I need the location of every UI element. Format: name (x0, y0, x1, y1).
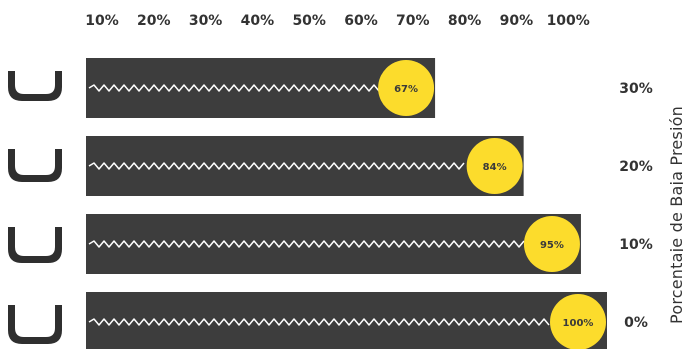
tire-icons (8, 71, 62, 344)
zigzag-line (88, 162, 465, 170)
value-marker (466, 138, 523, 194)
value-marker (550, 294, 606, 349)
tire-cross-section-icon (8, 71, 62, 101)
data-label: 84% (483, 162, 507, 173)
zigzag-line (88, 84, 380, 92)
x-tick-label: 40% (241, 13, 275, 29)
x-tick-label: 60% (344, 13, 378, 29)
tire-cross-section-icon (8, 305, 62, 344)
x-tick-label: 90% (500, 13, 534, 29)
x-tick-label: 20% (137, 13, 171, 29)
bar (86, 292, 607, 349)
x-axis-ticks: 10% 20% 30% 40% 50% 60% 70% 80% 90% 100% (85, 13, 590, 29)
bar-group: 67% (86, 58, 436, 118)
x-tick-label: 100% (547, 13, 590, 29)
x-tick-label: 80% (448, 13, 482, 29)
zigzag-line (88, 240, 525, 248)
x-tick-label: 50% (292, 13, 326, 29)
category-label: 10% (619, 237, 653, 253)
data-label: 67% (394, 84, 418, 95)
tire-cross-section-icon (8, 227, 62, 263)
data-label: 95% (540, 240, 564, 251)
category-label: 0% (624, 315, 648, 331)
bar-group: 95% (86, 214, 581, 274)
x-tick-label: 10% (85, 13, 119, 29)
x-tick-label: 30% (189, 13, 223, 29)
zigzag-line (88, 318, 550, 326)
bars: 67% 84% 95% 100% (86, 58, 607, 349)
category-label: 30% (619, 81, 653, 97)
y-axis-label: Porcentaje de Baja Presión (667, 106, 683, 324)
tire-cross-section-icon (8, 149, 62, 182)
bar (86, 214, 581, 274)
value-marker (523, 216, 580, 272)
data-label: 100% (563, 318, 594, 329)
bar-group: 84% (86, 136, 524, 196)
x-tick-label: 70% (396, 13, 430, 29)
value-marker (378, 60, 435, 116)
category-labels: 30% 20% 10% 0% (619, 81, 653, 331)
bar-group: 100% (86, 292, 607, 349)
category-label: 20% (619, 159, 653, 175)
